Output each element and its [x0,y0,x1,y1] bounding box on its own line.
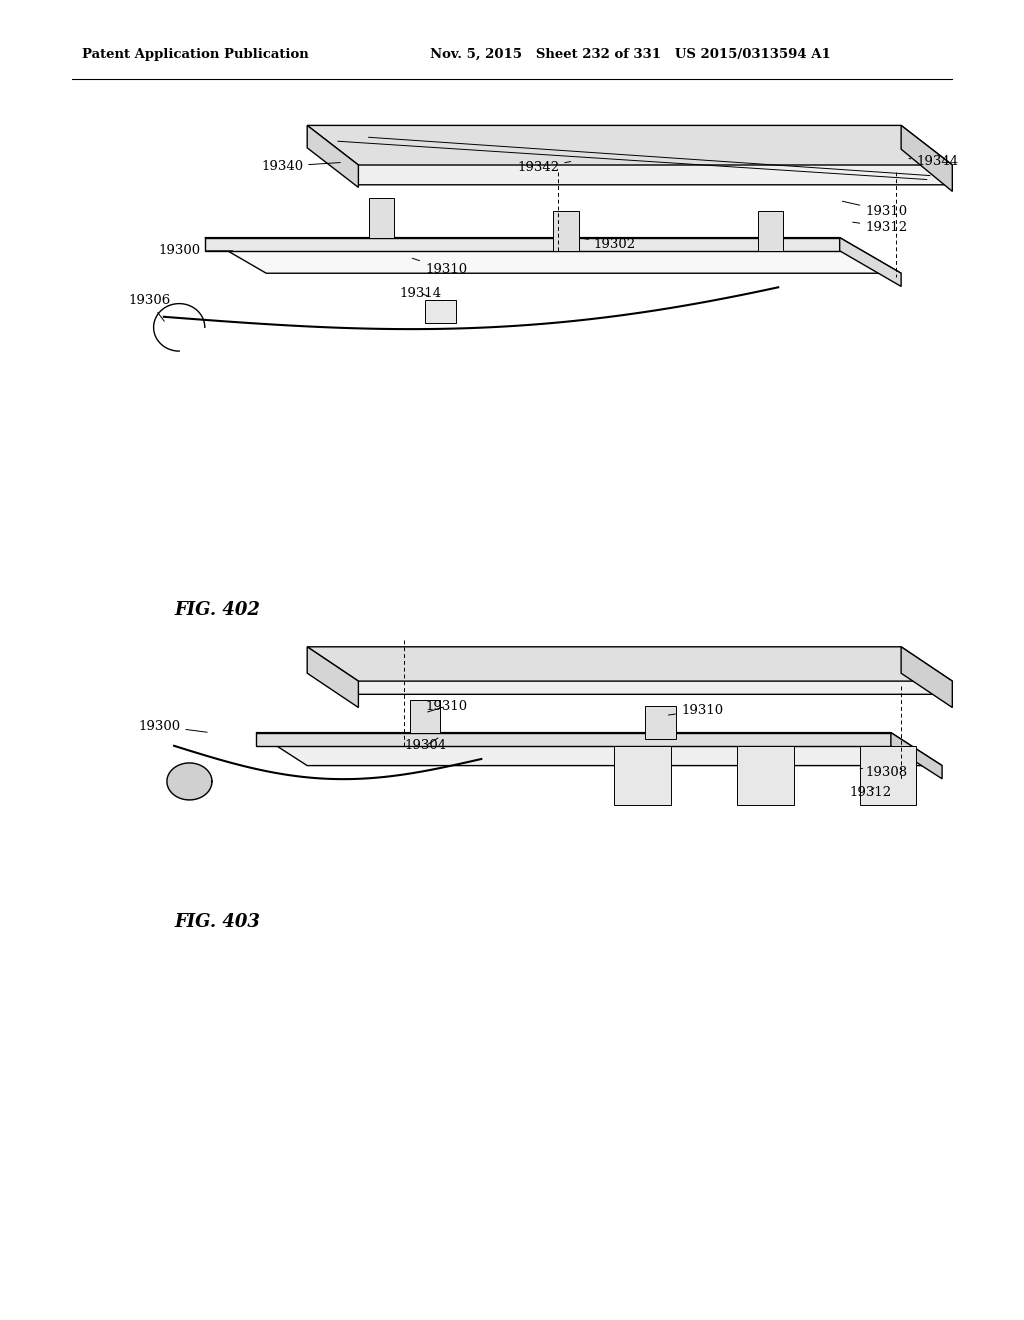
Text: 19312: 19312 [853,220,907,234]
Polygon shape [205,238,840,251]
Text: FIG. 402: FIG. 402 [174,601,260,619]
Polygon shape [205,238,901,273]
Text: 19342: 19342 [517,161,570,174]
Polygon shape [901,647,952,708]
Polygon shape [840,238,901,286]
Polygon shape [860,746,916,805]
Polygon shape [901,125,952,191]
Polygon shape [256,733,942,766]
Polygon shape [307,125,952,165]
Text: Patent Application Publication: Patent Application Publication [82,48,308,61]
Text: FIG. 403: FIG. 403 [174,913,260,932]
Text: Nov. 5, 2015   Sheet 232 of 331   US 2015/0313594 A1: Nov. 5, 2015 Sheet 232 of 331 US 2015/03… [430,48,830,61]
Polygon shape [425,300,456,323]
Text: 19310: 19310 [413,259,467,276]
Polygon shape [369,198,394,238]
Text: 19308: 19308 [860,766,907,779]
Text: 19306: 19306 [128,294,170,321]
Text: 19300: 19300 [138,719,207,733]
Text: 19340: 19340 [261,160,340,173]
Polygon shape [553,211,579,251]
Polygon shape [307,145,952,185]
Polygon shape [256,733,891,746]
Polygon shape [737,746,794,805]
Polygon shape [307,660,952,694]
Text: 19312: 19312 [850,785,892,799]
Polygon shape [758,211,783,251]
Text: 19344: 19344 [909,154,958,168]
Polygon shape [307,647,952,681]
Text: 19310: 19310 [843,201,907,218]
Polygon shape [167,763,212,800]
Polygon shape [645,706,676,739]
Polygon shape [307,125,358,187]
Text: 19302: 19302 [582,238,636,251]
Text: 19310: 19310 [425,700,467,713]
Text: 19310: 19310 [669,704,723,717]
Text: 19300: 19300 [159,244,232,257]
Polygon shape [891,733,942,779]
Text: 19304: 19304 [404,738,446,752]
Polygon shape [410,700,440,733]
Text: 19314: 19314 [399,286,441,300]
Polygon shape [307,647,358,708]
Polygon shape [614,746,671,805]
